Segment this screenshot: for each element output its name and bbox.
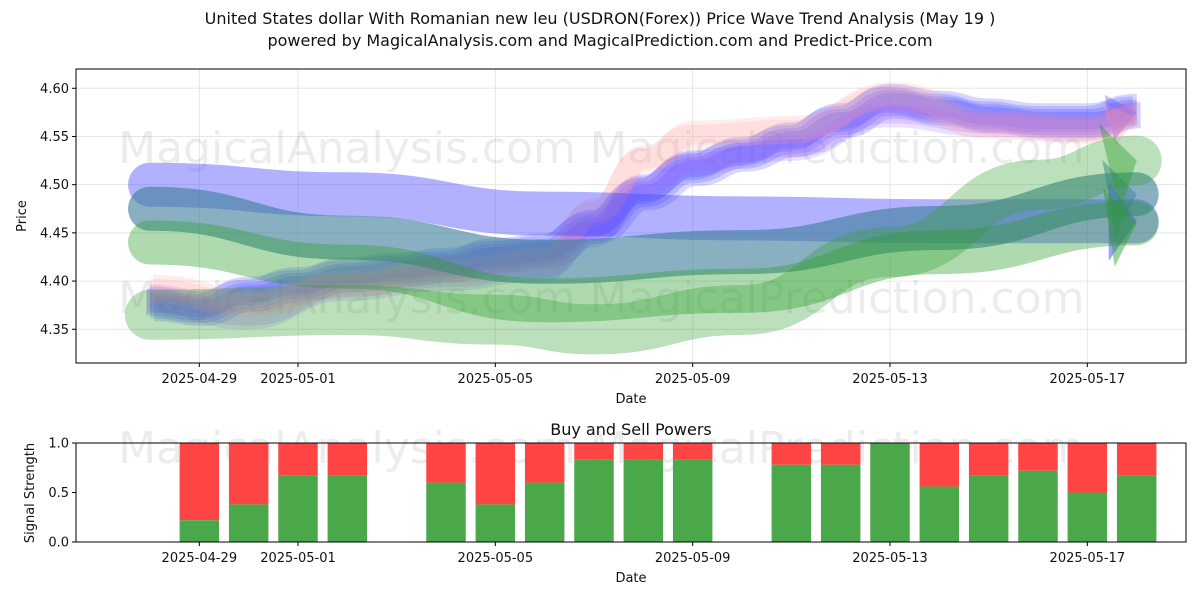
sell-power-bar [179, 443, 220, 521]
sell-power-bar [524, 443, 565, 483]
price-y-tick-label: 4.55 [40, 130, 69, 145]
sell-power-bar [820, 443, 861, 465]
buy-power-bar [919, 486, 960, 542]
price-series-line [152, 82, 1141, 314]
buy-power-bar [820, 464, 861, 542]
buy-power-bar [1116, 475, 1157, 542]
watermark-text: MagicalAnalysis.com [118, 123, 576, 174]
buy-power-bar [1018, 470, 1058, 542]
price-series-line [146, 105, 1135, 330]
buy-power-bar [968, 475, 1009, 542]
price-series-line [153, 92, 1142, 326]
price-x-tick-label: 2025-04-29 [162, 372, 238, 387]
sell-power-bar [574, 443, 614, 460]
sell-power-bar [278, 443, 318, 476]
chart-title-line1: United States dollar With Romanian new l… [204, 9, 996, 28]
price-y-tick-label: 4.35 [40, 323, 69, 338]
signal-x-tick-label: 2025-04-29 [162, 551, 238, 566]
price-x-tick-label: 2025-05-09 [655, 372, 731, 387]
buy-power-bar [771, 464, 812, 542]
buy-power-bar [524, 482, 565, 542]
price-series-line [125, 135, 1162, 355]
price-x-axis-label: Date [615, 392, 646, 407]
buy-power-bar [574, 459, 614, 542]
signal-x-tick-label: 2025-05-01 [260, 551, 336, 566]
signal-x-tick-label: 2025-05-17 [1050, 551, 1126, 566]
signal-bars-layer [179, 443, 1157, 542]
sell-power-bar [771, 443, 812, 465]
price-x-tick-label: 2025-05-13 [852, 372, 928, 387]
chart-title-line2: powered by MagicalAnalysis.com and Magic… [267, 31, 933, 50]
price-series-line [149, 84, 1138, 318]
price-series-line [128, 201, 1159, 323]
signal-y-axis-label: Signal Strength [23, 443, 38, 543]
price-series-line [145, 86, 1134, 321]
price-x-ticks: 2025-04-29 2025-05-01 2025-05-05 2025-05-09… [162, 363, 1126, 387]
price-y-tick-label: 4.50 [40, 178, 69, 193]
signal-y-tick-label: 0.5 [48, 486, 69, 501]
price-series-arrowhead [1104, 101, 1137, 140]
price-y-tick-label: 4.40 [40, 275, 69, 290]
price-series-arrowhead [1103, 188, 1137, 267]
price-series-arrowhead [1104, 94, 1137, 141]
signal-y-tick-label: 1.0 [48, 437, 69, 452]
price-watermarks: MagicalAnalysis.com MagicalPrediction.com… [118, 123, 1084, 324]
watermark-text: MagicalPrediction.com [590, 123, 1085, 174]
sell-power-bar [672, 443, 713, 460]
price-y-ticks: 4.35 4.40 4.45 4.50 4.55 4.60 [40, 82, 76, 338]
watermark-text: MagicalPrediction.com [590, 273, 1085, 324]
sell-power-bar [968, 443, 1009, 476]
price-series-line [149, 89, 1138, 323]
signal-y-ticks: 0.0 0.5 1.0 [48, 437, 76, 551]
price-y-tick-label: 4.60 [40, 82, 69, 97]
price-y-tick-label: 4.45 [40, 226, 69, 241]
sell-power-bar [327, 443, 368, 476]
buy-power-bar [228, 504, 269, 542]
signal-y-tick-label: 0.0 [48, 536, 69, 551]
sell-power-bar [228, 443, 269, 505]
sell-power-bar [919, 443, 960, 487]
price-series-line [149, 85, 1138, 318]
sell-power-bar [1018, 443, 1058, 471]
buy-power-bar [179, 520, 220, 542]
buy-power-bar [623, 459, 664, 542]
sell-power-bar [1067, 443, 1108, 493]
price-y-axis-label: Price [15, 200, 30, 232]
sell-power-bar [426, 443, 466, 483]
price-series-arrowhead [1098, 123, 1137, 211]
sell-power-bar [1116, 443, 1157, 476]
price-x-tick-label: 2025-05-01 [260, 372, 336, 387]
price-series-arrowhead [1103, 104, 1137, 146]
sell-power-bar [475, 443, 516, 505]
price-series-layer [125, 82, 1162, 355]
price-series-arrowhead [1102, 160, 1137, 239]
price-series-line [128, 172, 1159, 284]
signal-x-tick-label: 2025-05-05 [458, 551, 534, 566]
signal-x-ticks: 2025-04-29 2025-05-01 2025-05-05 2025-05-09… [162, 542, 1126, 566]
signal-x-tick-label: 2025-05-09 [655, 551, 731, 566]
signal-chart-title: Buy and Sell Powers [550, 420, 712, 439]
buy-power-bar [870, 443, 910, 542]
buy-power-bar [278, 475, 318, 542]
buy-power-bar [1067, 492, 1108, 542]
signal-x-axis-label: Date [615, 571, 646, 586]
price-plot-frame [75, 68, 1187, 364]
signal-x-tick-label: 2025-05-13 [852, 551, 928, 566]
buy-power-bar [672, 459, 713, 542]
price-x-tick-label: 2025-05-05 [458, 372, 534, 387]
sell-power-bar [623, 443, 664, 460]
buy-power-bar [327, 475, 368, 542]
buy-power-bar [426, 482, 466, 542]
price-x-tick-label: 2025-05-17 [1050, 372, 1126, 387]
buy-power-bar [475, 504, 516, 542]
price-series-line [149, 101, 1138, 326]
